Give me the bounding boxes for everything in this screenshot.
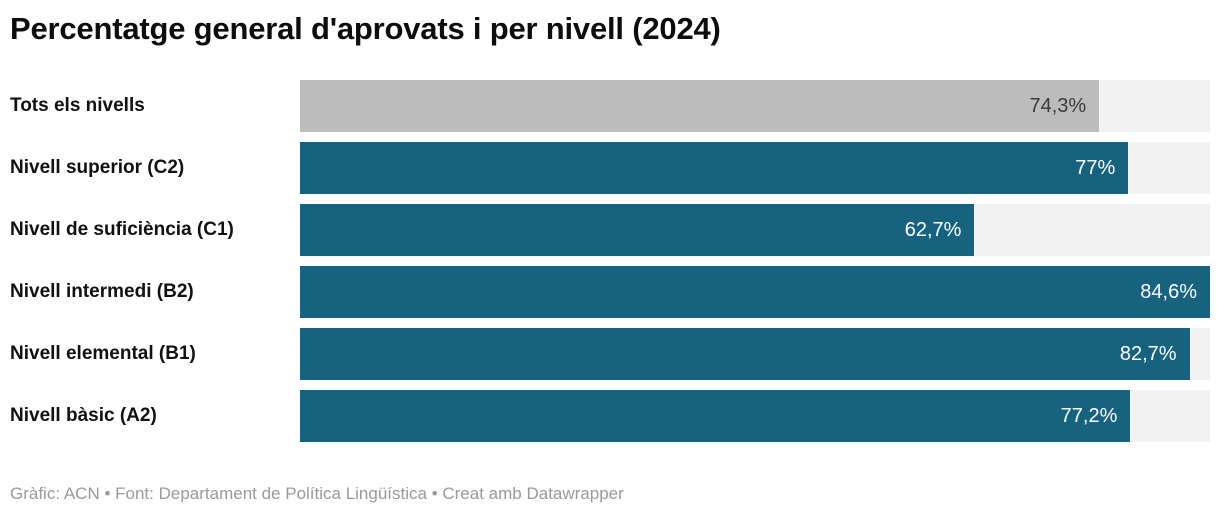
bar-track: 77%: [300, 142, 1210, 194]
chart-plot-area: Tots els nivells 74,3% Nivell superior (…: [0, 80, 1220, 442]
category-label: Nivell de suficiència (C1): [10, 219, 234, 240]
chart-row: Tots els nivells 74,3%: [0, 80, 1220, 132]
bar-track: 74,3%: [300, 80, 1210, 132]
category-label: Tots els nivells: [10, 95, 145, 116]
category-label: Nivell intermedi (B2): [10, 281, 194, 302]
chart-title: Percentatge general d'aprovats i per niv…: [10, 11, 721, 46]
value-label: 82,7%: [1119, 342, 1177, 365]
category-label: Nivell bàsic (A2): [10, 405, 157, 426]
bar-track: 62,7%: [300, 204, 1210, 256]
value-label: 77%: [1075, 156, 1116, 179]
value-label: 77,2%: [1060, 404, 1118, 427]
chart-row: Nivell elemental (B1) 82,7%: [0, 328, 1220, 380]
bar-fill: 62,7%: [300, 204, 975, 256]
bar-fill: 74,3%: [300, 80, 1100, 132]
source-credit: Gràfic: ACN • Font: Departament de Polít…: [10, 484, 624, 503]
chart-row: Nivell bàsic (A2) 77,2%: [0, 390, 1220, 442]
chart-row: Nivell de suficiència (C1) 62,7%: [0, 204, 1220, 256]
bar-track: 77,2%: [300, 390, 1210, 442]
bar-track: 84,6%: [300, 266, 1210, 318]
category-label: Nivell elemental (B1): [10, 343, 196, 364]
value-label: 62,7%: [904, 218, 962, 241]
bar-fill: 77%: [300, 142, 1129, 194]
bar-fill: 77,2%: [300, 390, 1131, 442]
bar-fill: 82,7%: [300, 328, 1190, 380]
value-label: 74,3%: [1029, 94, 1087, 117]
value-label: 84,6%: [1140, 280, 1197, 303]
category-label: Nivell superior (C2): [10, 157, 185, 178]
bar-fill: 84,6%: [300, 266, 1210, 318]
bar-track: 82,7%: [300, 328, 1210, 380]
chart-row: Nivell intermedi (B2) 84,6%: [0, 266, 1220, 318]
chart-row: Nivell superior (C2) 77%: [0, 142, 1220, 194]
